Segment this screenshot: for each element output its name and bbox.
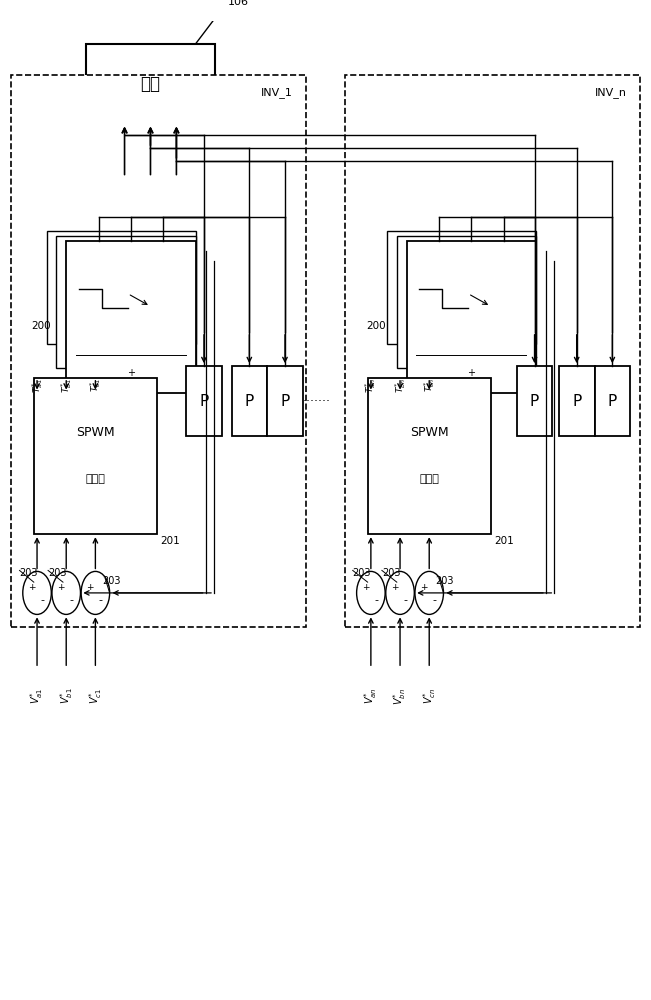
Text: 控制器: 控制器 — [85, 475, 105, 485]
Bar — [186, 366, 222, 436]
Text: $T_{cn}^{*}$: $T_{cn}^{*}$ — [422, 378, 437, 392]
Bar — [387, 231, 536, 344]
Text: 203: 203 — [48, 568, 66, 578]
Bar — [406, 241, 536, 393]
Bar — [86, 44, 215, 124]
Text: 203: 203 — [382, 568, 400, 578]
Text: -: - — [98, 595, 103, 605]
Bar — [345, 75, 640, 627]
Text: +: + — [362, 583, 369, 592]
Text: $T_{a1}^{*}$: $T_{a1}^{*}$ — [29, 378, 44, 393]
Text: +: + — [28, 583, 36, 592]
Text: P: P — [572, 394, 581, 409]
Text: 控制器: 控制器 — [419, 475, 439, 485]
Text: P: P — [281, 394, 290, 409]
Text: .......: ....... — [303, 391, 331, 404]
Text: 203: 203 — [102, 576, 120, 586]
Text: $V_{cn}^{*}$: $V_{cn}^{*}$ — [421, 688, 437, 704]
Bar — [232, 366, 267, 436]
Text: $V_{an}^{*}$: $V_{an}^{*}$ — [363, 688, 380, 704]
Text: P: P — [530, 394, 539, 409]
Bar — [34, 378, 157, 534]
Text: $T_{bn}^{*}$: $T_{bn}^{*}$ — [393, 378, 408, 393]
Bar — [559, 366, 594, 436]
Bar — [11, 75, 306, 627]
Bar — [517, 366, 553, 436]
Text: INV_1: INV_1 — [261, 87, 293, 98]
Text: $V_{b1}^{*}$: $V_{b1}^{*}$ — [58, 688, 75, 704]
Bar — [267, 366, 303, 436]
Text: 106: 106 — [227, 0, 249, 7]
Text: $T_{c1}^{*}$: $T_{c1}^{*}$ — [88, 378, 103, 392]
Text: P: P — [608, 394, 617, 409]
Text: 200: 200 — [31, 321, 51, 331]
Text: SPWM: SPWM — [76, 426, 115, 439]
Text: 201: 201 — [160, 536, 180, 546]
Bar — [368, 378, 491, 534]
Bar — [66, 241, 196, 393]
Text: 马达: 马达 — [141, 75, 161, 93]
Text: P: P — [245, 394, 254, 409]
Bar — [57, 236, 196, 368]
Bar — [397, 236, 536, 368]
Text: -: - — [374, 595, 378, 605]
Text: -: - — [40, 595, 44, 605]
Text: SPWM: SPWM — [410, 426, 449, 439]
Text: +: + — [467, 368, 475, 378]
Text: 203: 203 — [20, 568, 38, 578]
Text: $V_{a1}^{*}$: $V_{a1}^{*}$ — [29, 688, 46, 704]
Text: -: - — [70, 595, 74, 605]
Text: 203: 203 — [353, 568, 371, 578]
Text: -: - — [403, 595, 408, 605]
Text: P: P — [199, 394, 208, 409]
Text: +: + — [57, 583, 65, 592]
Text: +: + — [127, 368, 135, 378]
Text: $V_{bn}^{*}$: $V_{bn}^{*}$ — [392, 688, 408, 705]
Text: 200: 200 — [367, 321, 386, 331]
Text: $T_{an}^{*}$: $T_{an}^{*}$ — [363, 378, 378, 393]
Bar — [47, 231, 196, 344]
Text: INV_n: INV_n — [595, 87, 627, 98]
Text: 201: 201 — [494, 536, 514, 546]
Text: +: + — [421, 583, 428, 592]
Text: $T_{b1}^{*}$: $T_{b1}^{*}$ — [59, 378, 74, 393]
Text: 203: 203 — [436, 576, 454, 586]
Text: $V_{c1}^{*}$: $V_{c1}^{*}$ — [87, 688, 104, 704]
Text: +: + — [87, 583, 94, 592]
Bar — [594, 366, 630, 436]
Text: +: + — [391, 583, 398, 592]
Text: -: - — [432, 595, 436, 605]
